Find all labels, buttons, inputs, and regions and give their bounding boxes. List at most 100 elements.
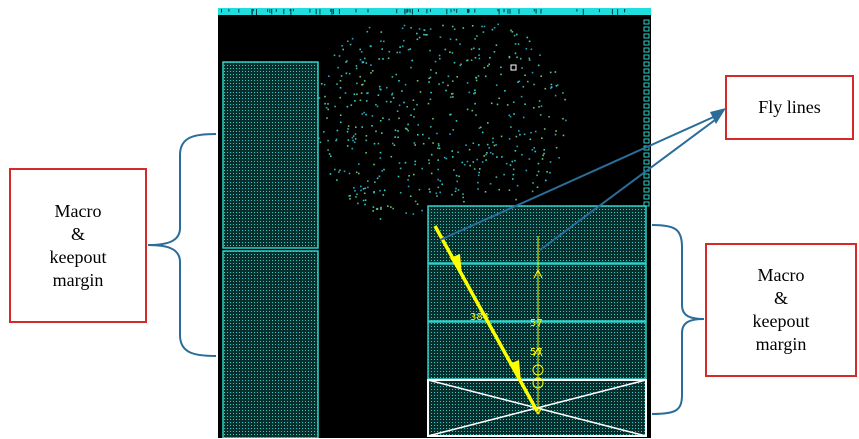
- callout-line: Fly lines: [758, 97, 821, 117]
- standard-cell: [407, 185, 410, 188]
- standard-cell: [364, 57, 366, 60]
- standard-cell: [388, 50, 391, 53]
- standard-cell: [493, 144, 496, 147]
- standard-cell: [490, 102, 493, 105]
- standard-cell: [462, 196, 464, 199]
- standard-cell: [562, 92, 564, 94]
- standard-cell: [428, 159, 430, 161]
- ruler-tick: [450, 9, 452, 13]
- standard-cell: [353, 93, 356, 96]
- standard-cell: [508, 189, 511, 191]
- top-ruler: [218, 8, 651, 15]
- standard-cell: [539, 54, 541, 56]
- ruler-tick: [275, 9, 277, 12]
- callout-line: keepout: [752, 311, 810, 331]
- standard-cell: [524, 74, 526, 77]
- standard-cell: [407, 48, 410, 51]
- macro-left-bottom[interactable]: [222, 250, 319, 438]
- standard-cell: [381, 132, 383, 134]
- standard-cell: [533, 107, 535, 109]
- ruler-tick: [396, 9, 398, 14]
- standard-cell: [477, 174, 480, 177]
- standard-cell: [430, 126, 432, 128]
- standard-cell: [333, 54, 336, 57]
- standard-cell: [471, 109, 474, 112]
- standard-cell: [393, 144, 396, 146]
- standard-cell: [348, 195, 351, 197]
- standard-cell: [416, 203, 419, 205]
- standard-cell: [346, 105, 349, 108]
- standard-cell: [371, 115, 374, 117]
- standard-cell: [357, 202, 359, 205]
- macro-right-2[interactable]: [427, 263, 647, 322]
- standard-cell: [399, 167, 402, 170]
- standard-cell: [447, 75, 450, 78]
- standard-cell: [475, 114, 477, 116]
- standard-cell: [323, 83, 326, 86]
- standard-cell: [365, 62, 368, 64]
- standard-cell: [354, 190, 356, 192]
- io-pin: [643, 194, 650, 200]
- standard-cell: [500, 135, 503, 138]
- standard-cell: [401, 45, 404, 48]
- standard-cell: [367, 180, 369, 182]
- standard-cell: [407, 129, 409, 132]
- standard-cell: [477, 188, 479, 190]
- ruler-tick: [267, 9, 269, 12]
- standard-cell: [434, 60, 437, 63]
- standard-cell: [465, 144, 467, 146]
- standard-cell: [429, 76, 432, 79]
- standard-cell: [438, 147, 441, 150]
- standard-cell: [376, 177, 379, 180]
- io-pin: [643, 89, 650, 95]
- standard-cell: [478, 54, 480, 56]
- ruler-tick: [332, 9, 334, 15]
- standard-cell: [349, 194, 351, 197]
- macro-right-1[interactable]: [427, 205, 647, 264]
- standard-cell: [406, 128, 408, 130]
- layout-canvas[interactable]: 384 57 57: [218, 8, 651, 438]
- standard-cell: [349, 198, 351, 200]
- standard-cell: [516, 56, 518, 59]
- standard-cell: [533, 83, 535, 86]
- standard-cell: [436, 132, 438, 135]
- macro-left-top[interactable]: [222, 61, 319, 249]
- standard-cell: [428, 162, 430, 165]
- standard-cell: [435, 192, 438, 195]
- callout-line: keepout: [49, 246, 107, 267]
- standard-cell: [362, 83, 364, 86]
- standard-cell: [418, 188, 421, 191]
- standard-cell: [338, 55, 341, 57]
- standard-cell: [416, 103, 418, 106]
- standard-cell: [336, 129, 339, 132]
- net-count-diagonal: 384: [470, 312, 489, 323]
- io-pin: [643, 124, 650, 130]
- standard-cell: [397, 175, 400, 178]
- standard-cell: [449, 133, 451, 135]
- standard-cell: [348, 172, 351, 175]
- standard-cell: [416, 32, 418, 35]
- selected-cell[interactable]: [510, 64, 517, 71]
- standard-cell: [521, 67, 523, 69]
- standard-cell: [493, 51, 496, 53]
- standard-cell: [489, 151, 492, 154]
- standard-cell: [549, 161, 552, 163]
- standard-cell: [359, 75, 361, 78]
- ruler-tick: [271, 9, 273, 15]
- standard-cell: [475, 79, 478, 82]
- standard-cell: [473, 168, 476, 170]
- standard-cell: [419, 91, 422, 93]
- standard-cell: [445, 157, 448, 160]
- standard-cell: [452, 129, 454, 131]
- standard-cell: [531, 71, 534, 74]
- standard-cell: [325, 106, 328, 109]
- standard-cell: [498, 188, 500, 191]
- standard-cell: [407, 123, 409, 126]
- standard-cell: [452, 96, 454, 98]
- standard-cell: [452, 80, 454, 82]
- ruler-tick: [367, 9, 369, 13]
- ruler-tick: [331, 9, 333, 15]
- standard-cell: [473, 47, 475, 50]
- ruler-tick: [426, 9, 428, 14]
- standard-cell: [533, 147, 535, 149]
